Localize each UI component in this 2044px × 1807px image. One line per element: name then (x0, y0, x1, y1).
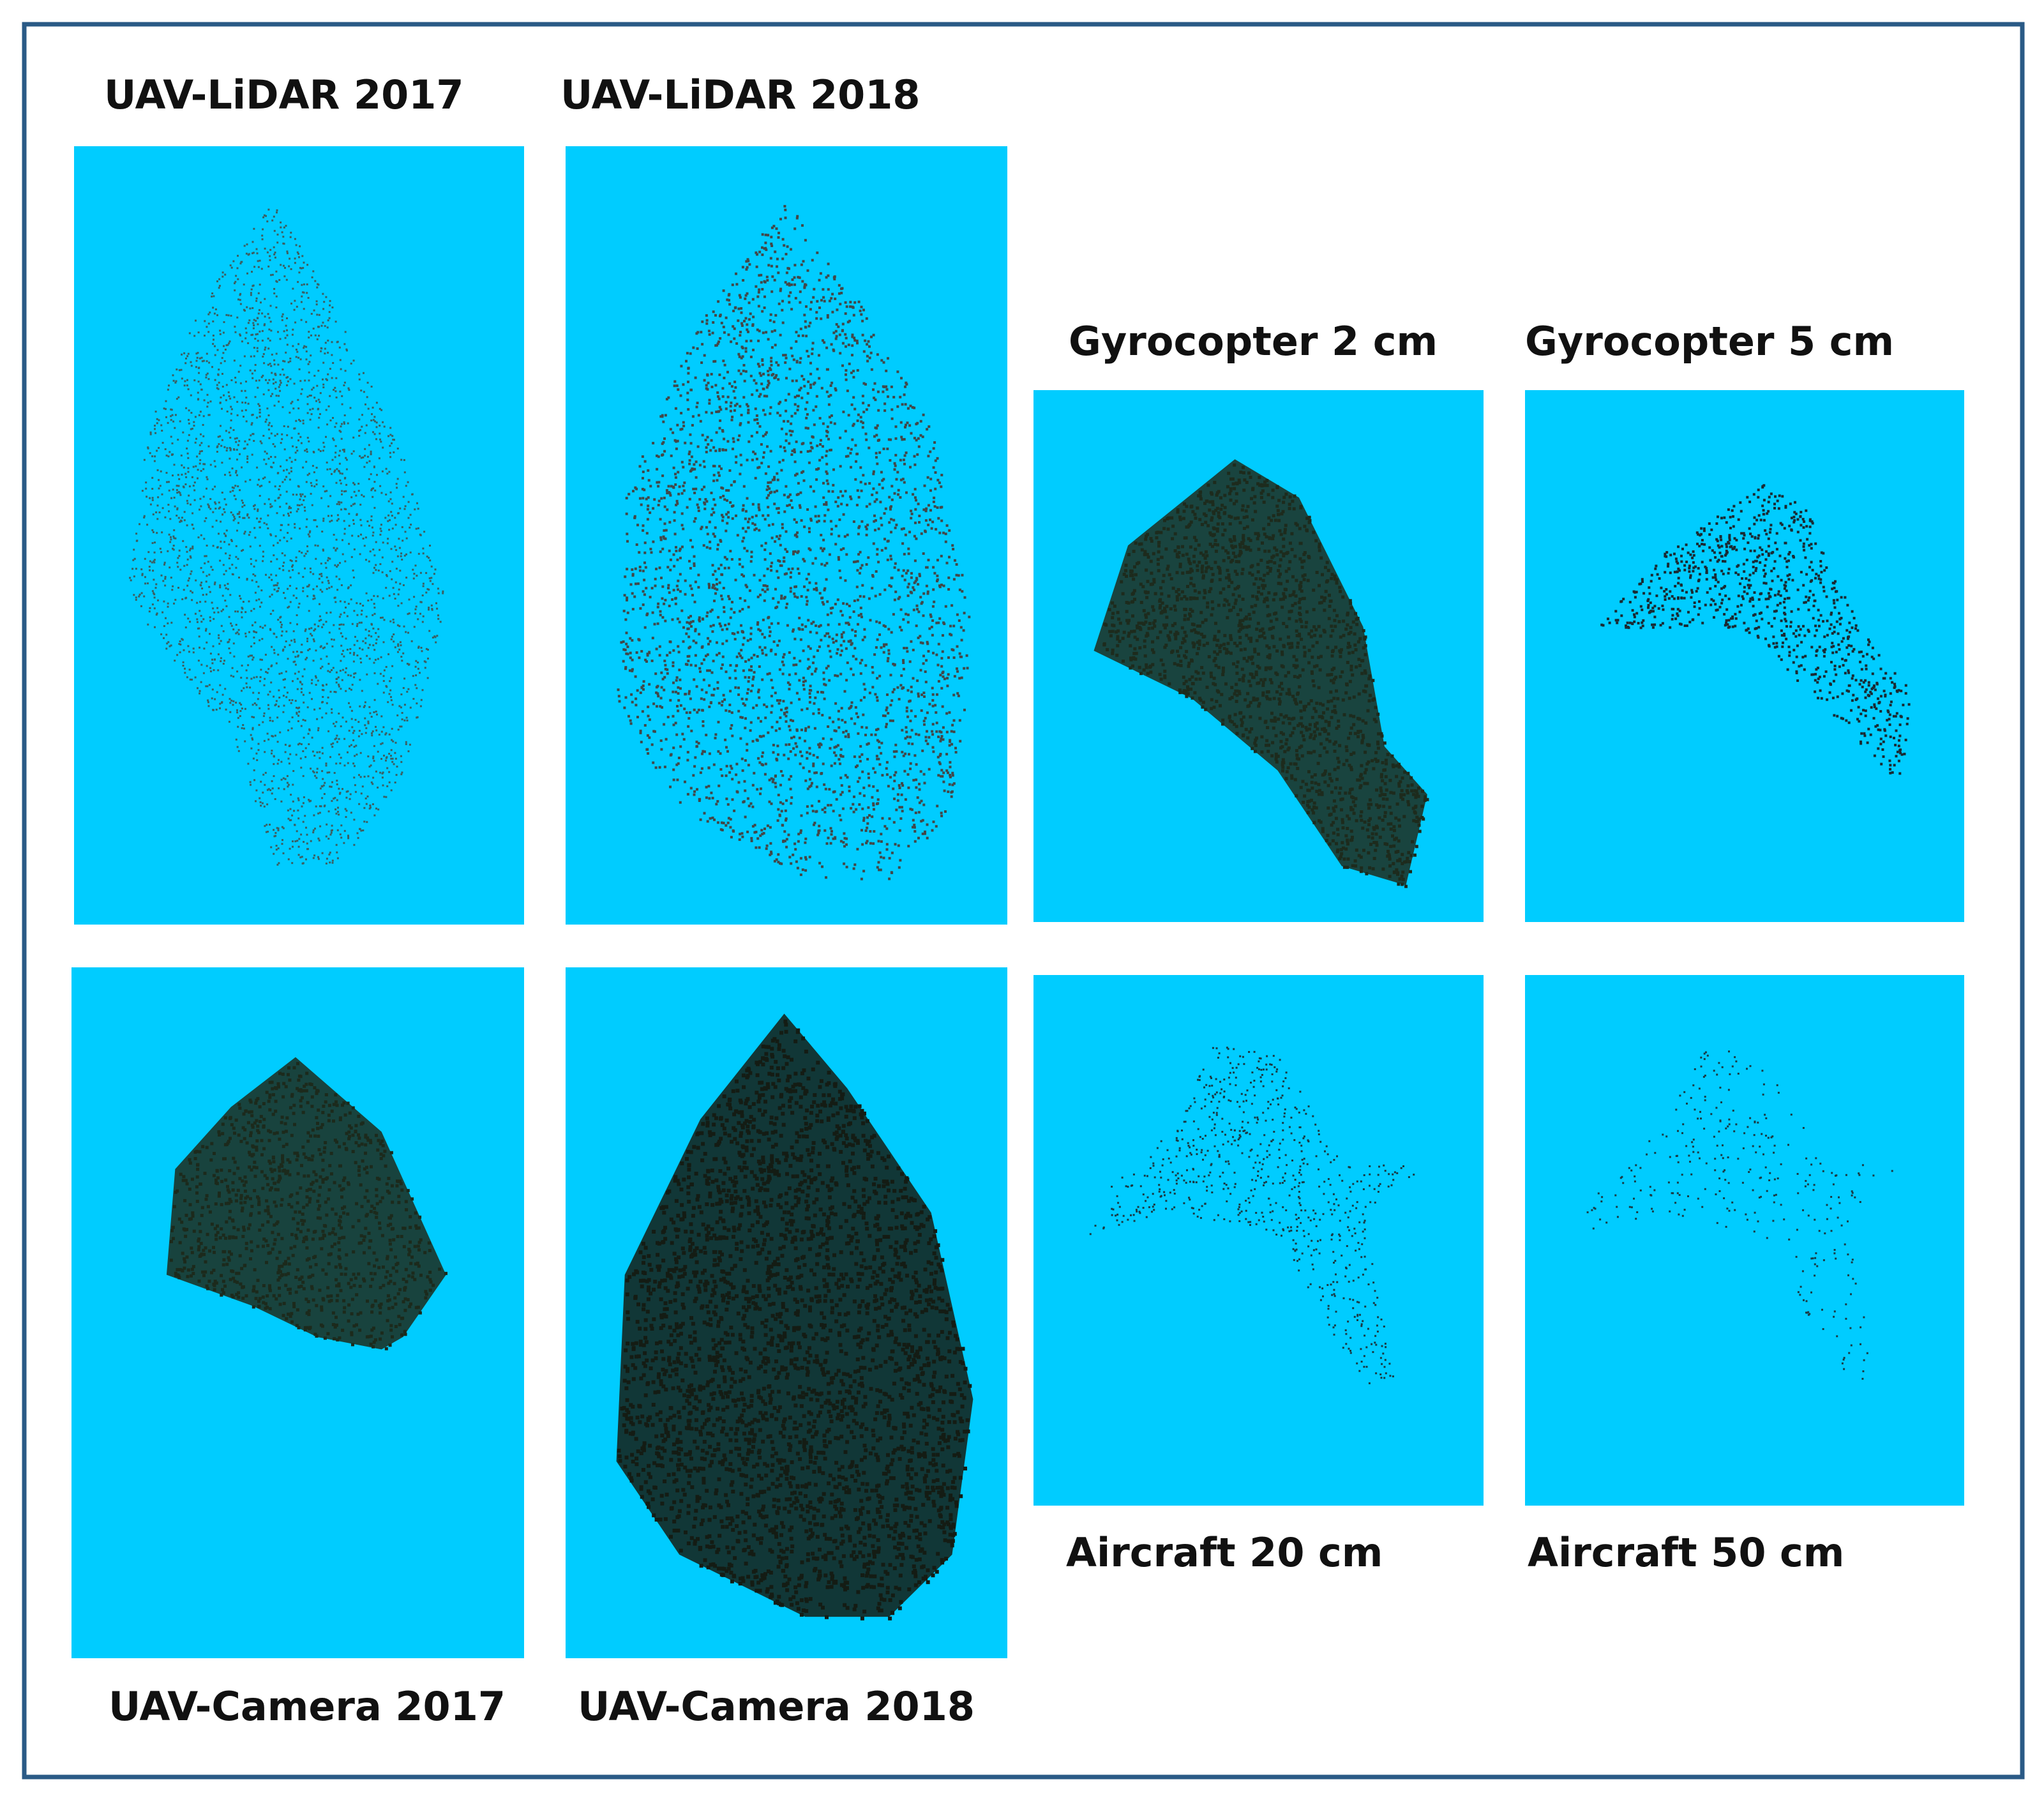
point-cloud-panel (1525, 390, 1964, 922)
panel-label: Aircraft 20 cm (1066, 1529, 1383, 1576)
canopy-shape (166, 1057, 446, 1350)
point-cloud-panel (74, 146, 524, 925)
panel-label: UAV-Camera 2018 (578, 1683, 975, 1730)
point-cloud (169, 1062, 447, 1350)
point-cloud (1600, 484, 1911, 775)
panel-label: Gyrocopter 2 cm (1069, 318, 1438, 365)
point-cloud-panel (1033, 975, 1484, 1506)
point-cloud-panel (566, 146, 1007, 925)
panel-label: Gyrocopter 5 cm (1525, 318, 1894, 365)
panels (71, 146, 1964, 1658)
panel-label: UAV-LiDAR 2017 (104, 72, 464, 118)
panel-label: UAV-Camera 2017 (109, 1683, 506, 1730)
panel-label: Aircraft 50 cm (1528, 1529, 1844, 1576)
canopy-shape (1093, 459, 1427, 886)
panel-label: UAV-LiDAR 2018 (560, 72, 921, 118)
frame (22, 22, 2025, 1780)
point-cloud-panel (1525, 975, 1964, 1506)
point-cloud (129, 208, 444, 866)
